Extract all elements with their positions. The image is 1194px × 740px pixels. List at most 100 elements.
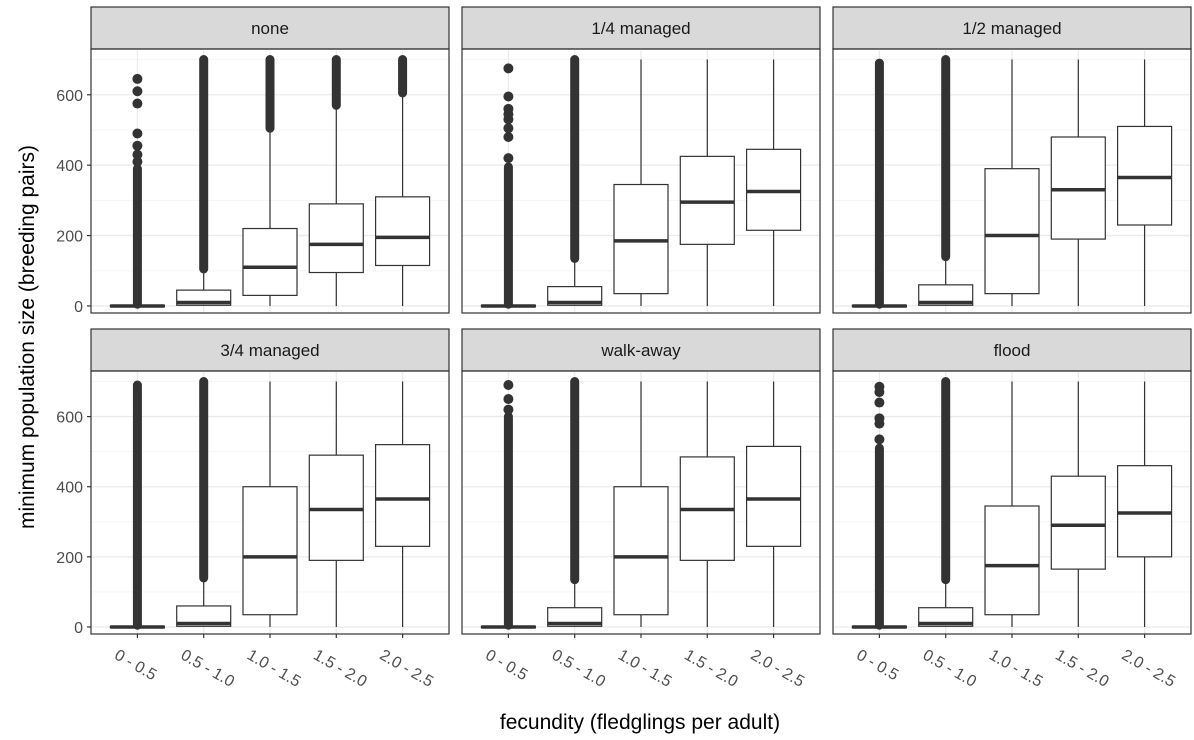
box-1 bbox=[109, 380, 166, 630]
box-2 bbox=[918, 55, 974, 306]
box-2 bbox=[547, 377, 603, 627]
box-2 bbox=[176, 377, 232, 627]
outlier-point bbox=[132, 128, 143, 139]
x-tick-label: 0.5 - 1.0 bbox=[549, 647, 608, 691]
box-iqr bbox=[308, 454, 364, 561]
panel-title: flood bbox=[994, 341, 1031, 360]
box-5 bbox=[745, 59, 802, 306]
x-tick-label: 0 - 0.5 bbox=[482, 647, 530, 684]
outlier-point bbox=[132, 156, 143, 167]
outlier-point bbox=[503, 91, 514, 102]
box-1 bbox=[851, 58, 908, 309]
box-1 bbox=[480, 63, 537, 309]
box-4 bbox=[679, 59, 735, 306]
box-3 bbox=[984, 381, 1040, 627]
y-axis-title: minimum population size (breeding pairs) bbox=[16, 145, 39, 529]
box-4 bbox=[1050, 59, 1106, 306]
box-4 bbox=[308, 55, 364, 306]
box-2 bbox=[918, 377, 974, 627]
box-iqr bbox=[1050, 475, 1106, 570]
box-4 bbox=[308, 381, 364, 627]
box-iqr bbox=[1050, 136, 1106, 240]
outlier-point bbox=[132, 86, 143, 97]
panel-border bbox=[90, 48, 450, 314]
strip-background bbox=[461, 328, 821, 372]
panel-title: none bbox=[251, 19, 289, 38]
outlier-point bbox=[874, 413, 885, 424]
box-iqr bbox=[984, 505, 1040, 616]
outlier-point bbox=[503, 404, 514, 415]
outlier-point bbox=[503, 63, 514, 74]
panel-border bbox=[832, 48, 1192, 314]
outlier-point bbox=[132, 73, 143, 84]
strip-background bbox=[832, 328, 1192, 372]
outlier-point bbox=[132, 149, 143, 160]
outlier-point bbox=[503, 153, 514, 164]
outlier-point bbox=[874, 434, 885, 445]
x-tick-label: 0 - 0.5 bbox=[853, 647, 901, 684]
box-1 bbox=[109, 73, 166, 309]
box-iqr bbox=[613, 486, 669, 616]
strip-background bbox=[90, 328, 450, 372]
outlier-point bbox=[132, 98, 143, 109]
box-iqr bbox=[918, 607, 974, 627]
y-tick-label: 400 bbox=[56, 158, 83, 175]
panel-title: 1/2 managed bbox=[962, 19, 1061, 38]
box-iqr bbox=[1116, 125, 1173, 226]
outlier-point bbox=[874, 381, 885, 392]
box-3 bbox=[242, 381, 298, 627]
x-tick-label: 2.0 - 2.5 bbox=[377, 647, 436, 691]
box-4 bbox=[1050, 381, 1106, 627]
box-iqr bbox=[1116, 465, 1173, 558]
panel: 1/4 managed bbox=[461, 6, 821, 314]
y-tick-label: 200 bbox=[56, 229, 83, 246]
panel-title: 1/4 managed bbox=[591, 19, 690, 38]
box-iqr bbox=[745, 445, 802, 547]
box-5 bbox=[745, 381, 802, 627]
box-iqr bbox=[613, 183, 669, 295]
strip-background bbox=[461, 6, 821, 50]
box-3 bbox=[984, 59, 1040, 306]
panels: none 0 200 400 600 1/4 managed 1/2 managed 3/4 … bbox=[56, 6, 1192, 691]
box-1 bbox=[480, 380, 537, 630]
y-tick-label: 600 bbox=[56, 410, 83, 427]
x-tick-label: 1.0 - 1.5 bbox=[244, 647, 303, 691]
box-iqr bbox=[547, 607, 603, 627]
box-iqr bbox=[374, 444, 431, 547]
box-4 bbox=[679, 381, 735, 627]
box-iqr bbox=[242, 227, 298, 297]
panel: none 0 200 400 600 bbox=[56, 6, 450, 316]
box-iqr bbox=[242, 486, 298, 616]
x-tick-label: 0 - 0.5 bbox=[111, 647, 159, 684]
panel: flood 0 - 0.5 0.5 - 1.0 1.0 - 1.5 1.5 - 2.0 2… bbox=[832, 328, 1192, 691]
x-tick-label: 1.0 - 1.5 bbox=[615, 647, 674, 691]
outlier-point bbox=[503, 380, 514, 391]
y-tick-label: 600 bbox=[56, 88, 83, 105]
panel: walk-away 0 - 0.5 0.5 - 1.0 1.0 - 1.5 1.5 - … bbox=[461, 328, 821, 691]
box-5 bbox=[374, 381, 431, 627]
box-iqr bbox=[308, 203, 364, 274]
outlier-point bbox=[503, 103, 514, 114]
outlier-point bbox=[503, 132, 514, 142]
box-5 bbox=[1116, 59, 1173, 306]
outlier-point bbox=[503, 394, 514, 405]
box-3 bbox=[242, 55, 298, 306]
x-tick-label: 2.0 - 2.5 bbox=[748, 647, 807, 691]
outlier-point bbox=[874, 397, 885, 408]
x-tick-label: 0.5 - 1.0 bbox=[920, 647, 979, 691]
box-iqr bbox=[745, 148, 802, 231]
box-iqr bbox=[984, 168, 1040, 295]
x-tick-label: 1.5 - 2.0 bbox=[681, 647, 740, 691]
x-tick-label: 1.0 - 1.5 bbox=[986, 647, 1045, 691]
box-iqr bbox=[679, 155, 735, 245]
strip-background bbox=[90, 6, 450, 50]
panel-title: 3/4 managed bbox=[220, 341, 319, 360]
x-tick-label: 1.5 - 2.0 bbox=[310, 647, 369, 691]
box-iqr bbox=[176, 605, 232, 627]
panel: 3/4 managed 0 200 400 600 0 - 0.5 0.5 - 1.0 1.0… bbox=[56, 328, 450, 691]
box-1 bbox=[851, 381, 908, 630]
outlier-point bbox=[503, 123, 514, 134]
box-iqr bbox=[374, 196, 431, 267]
box-2 bbox=[176, 55, 232, 306]
box-3 bbox=[613, 381, 669, 627]
